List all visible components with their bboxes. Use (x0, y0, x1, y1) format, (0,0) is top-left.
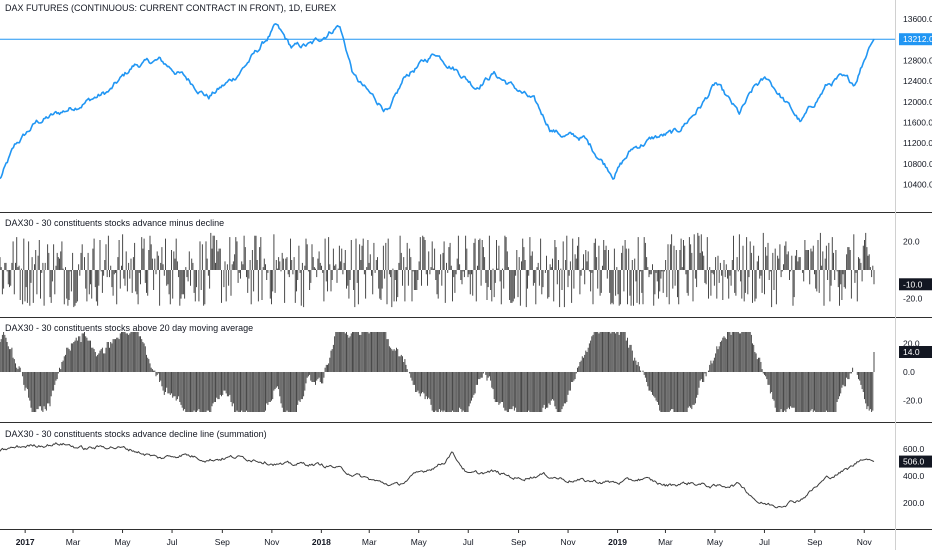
x-tick-label: Sep (511, 537, 526, 547)
y-tick-label: 12000.0 (903, 97, 932, 107)
x-tick-label: May (411, 537, 428, 547)
last-price-badge-text: 13212.0 (903, 34, 932, 44)
last-price-badge (899, 33, 932, 46)
y-tick-label: 13600.0 (903, 14, 932, 24)
y-tick-label: 20.0 (903, 236, 920, 246)
adv-minus-dec-title: DAX30 - 30 constituents stocks advance m… (5, 218, 224, 228)
x-tick-label: Jul (463, 537, 474, 547)
x-tick-label: Mar (658, 537, 673, 547)
x-tick-label: Mar (66, 537, 81, 547)
y-tick-label: 12800.0 (903, 56, 932, 66)
y-tick-label: -20.0 (903, 294, 923, 304)
adv-dec-last-badge (899, 278, 932, 291)
above-ma20-pane[interactable]: 20.0 0.0 -20.0 14.0 (0, 332, 932, 412)
time-axis[interactable]: 2017 Mar May Jul Sep Nov 2018 Mar May Jul Sep Nov 20… (16, 529, 873, 547)
x-tick-label: May (707, 537, 724, 547)
x-tick-label: Sep (215, 537, 230, 547)
adv-dec-last-badge-text: -10.0 (903, 279, 923, 289)
adv-minus-dec-pane[interactable]: 20.0 -20.0 -10.0 (0, 232, 932, 308)
ad-line-last-badge (899, 455, 932, 468)
price-pane-title: DAX FUTURES (CONTINUOUS: CURRENT CONTRAC… (5, 3, 336, 13)
y-tick-label: -20.0 (903, 396, 923, 406)
above-ma-last-badge-text: 14.0 (903, 347, 920, 357)
above-ma-last-badge (899, 346, 932, 358)
x-tick-label: May (115, 537, 132, 547)
x-tick-label: Nov (857, 537, 873, 547)
y-tick-label: 11600.0 (903, 118, 932, 128)
y-tick-label: 20.0 (903, 338, 920, 348)
x-tick-label: Jul (167, 537, 178, 547)
x-tick-label: 2017 (16, 537, 35, 547)
y-tick-label: 12400.0 (903, 76, 932, 86)
x-tick-label: Jul (759, 537, 770, 547)
x-tick-label: Mar (362, 537, 377, 547)
price-pane[interactable]: 13600.013200.012800.012400.012000.011600… (0, 14, 932, 190)
y-tick-label: 11200.0 (903, 138, 932, 148)
x-tick-label: 2018 (312, 537, 331, 547)
x-tick-label: Nov (264, 537, 280, 547)
x-tick-label: Sep (807, 537, 822, 547)
y-tick-label: 10400.0 (903, 180, 932, 190)
y-tick-label: 400.0 (903, 471, 925, 481)
ad-line-series[interactable] (0, 442, 875, 509)
y-tick-label: 0.0 (903, 367, 915, 377)
y-tick-label: 600.0 (903, 444, 925, 454)
x-tick-label: Nov (560, 537, 576, 547)
ad-line-last-badge-text: 506.0 (903, 457, 925, 467)
y-tick-label: 10800.0 (903, 159, 932, 169)
price-series-line[interactable] (0, 23, 875, 180)
ad-line-title: DAX30 - 30 constituents stocks advance d… (5, 429, 267, 439)
y-tick-label: 200.0 (903, 498, 925, 508)
x-tick-label: 2019 (608, 537, 627, 547)
ad-line-pane[interactable]: 600.0 400.0 200.0 506.0 (0, 442, 932, 509)
above-ma20-title: DAX30 - 30 constituents stocks above 20 … (5, 323, 253, 333)
